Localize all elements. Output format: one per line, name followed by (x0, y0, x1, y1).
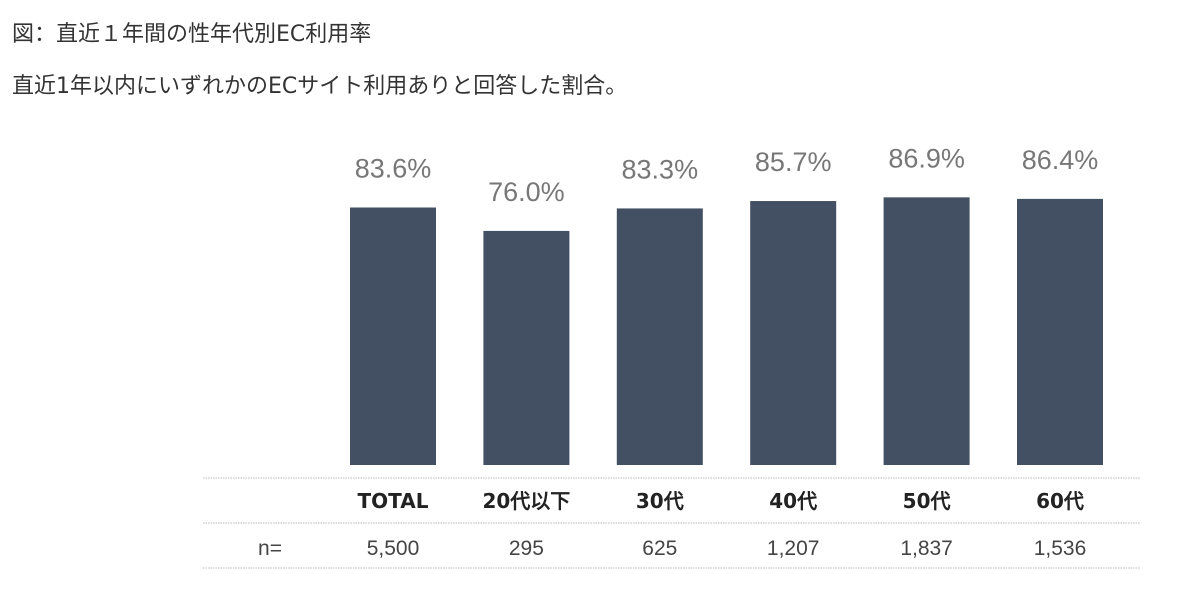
value-label: 86.9% (888, 143, 965, 173)
category-label: 30代 (636, 489, 684, 513)
chart-title: 図：直近１年間の性年代別EC利用率 (12, 22, 372, 47)
bar-3 (616, 208, 703, 465)
bar-1 (350, 207, 436, 465)
value-label: 83.3% (622, 154, 699, 184)
category-label: 40代 (769, 489, 817, 513)
sample-size-label: 5,500 (367, 537, 420, 560)
value-label: 83.6% (355, 154, 432, 184)
value-label: 86.4% (1022, 145, 1099, 175)
sample-size-label: 625 (642, 537, 677, 560)
category-label: TOTAL (358, 489, 429, 513)
value-label: 85.7% (755, 147, 832, 177)
chart-subtitle: 直近1年以内にいずれかのECサイト利用ありと回答した割合。 (12, 74, 628, 99)
n-row-header: n= (258, 537, 282, 560)
bar-6 (1017, 198, 1103, 465)
bar-4 (750, 201, 837, 465)
bar-5 (883, 197, 970, 465)
category-label: 60代 (1036, 489, 1084, 513)
category-label: 50代 (903, 489, 951, 513)
sample-size-label: 1,837 (900, 537, 953, 560)
sample-size-label: 1,536 (1034, 537, 1087, 560)
value-label: 76.0% (488, 177, 565, 207)
sample-size-label: 295 (509, 537, 544, 560)
category-label: 20代以下 (482, 489, 570, 513)
sample-size-label: 1,207 (767, 537, 820, 560)
bar-2 (483, 230, 570, 465)
